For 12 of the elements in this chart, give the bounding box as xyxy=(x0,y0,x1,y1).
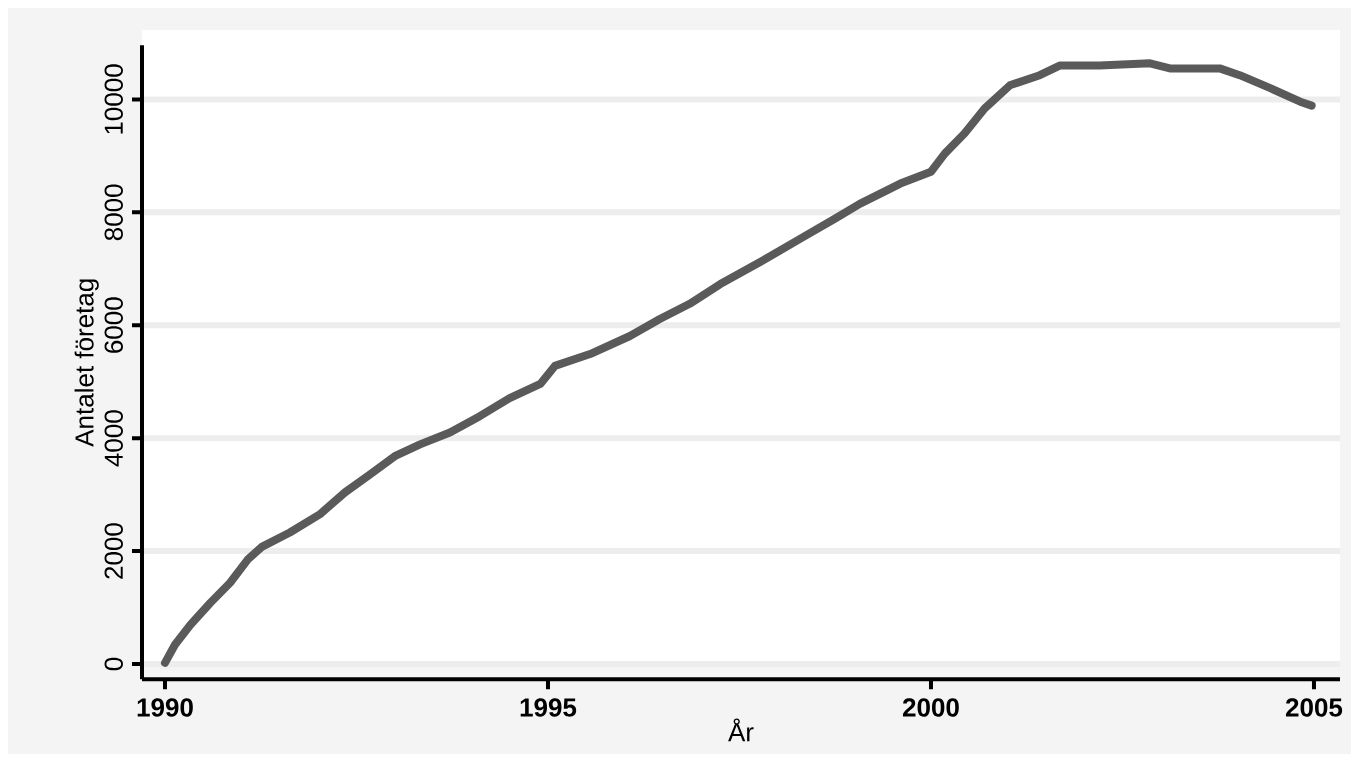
y-tick-label: 6000 xyxy=(104,297,123,353)
y-tick-label: 10000 xyxy=(104,64,123,134)
y-tick-label: 4000 xyxy=(104,410,123,467)
x-tick-label: 1995 xyxy=(520,698,577,717)
y-tick-label: 2000 xyxy=(104,523,123,579)
y-tick-label: 8000 xyxy=(104,184,123,241)
y-axis-title: Antalet företag xyxy=(74,279,99,447)
y-tick-label: 0 xyxy=(104,657,123,671)
x-tick-label: 1990 xyxy=(137,698,193,717)
x-tick-label: 2000 xyxy=(902,698,959,717)
x-tick-label: 2005 xyxy=(1285,698,1343,717)
x-axis-title: År xyxy=(728,718,754,742)
